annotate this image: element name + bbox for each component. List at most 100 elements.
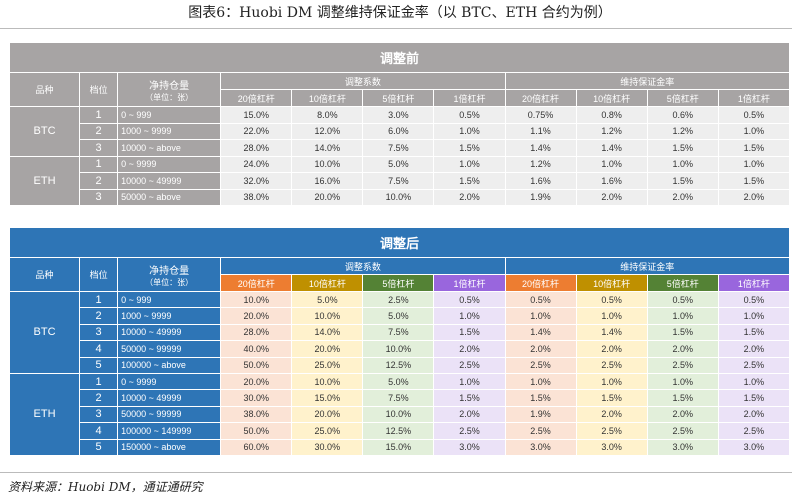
coefficient-cell: 5.0%: [362, 307, 435, 325]
coefficient-cell: 10.0%: [291, 372, 364, 391]
header-leverage: 1倍杠杆: [717, 89, 791, 107]
margin-rate-cell: 2.0%: [575, 188, 648, 206]
table-row: ETH 1 0 ~ 9999 20.0% 10.0% 5.0% 1.0% 1.0% 1.0% 1.…: [8, 372, 791, 456]
coefficient-cell: 16.0%: [291, 172, 364, 190]
coefficient-cell: 38.0%: [220, 405, 293, 424]
margin-rate-cell: 0.5%: [717, 290, 791, 309]
margin-rate-cell: 1.0%: [717, 372, 791, 391]
coefficient-cell: 12.5%: [362, 422, 435, 440]
coefficient-cell: 60.0%: [220, 438, 293, 456]
margin-rate-cell: 2.5%: [504, 356, 577, 374]
margin-rate-cell: 2.5%: [646, 356, 719, 374]
table-row: 2 10000 ~ 49999 32.0% 16.0% 7.5% 1.5% 1.6% 1.6%…: [10, 172, 791, 190]
header-leverage: 10倍杠杆: [575, 89, 648, 107]
table-row: 4 50000 ~ 99999 40.0% 20.0% 10.0% 2.0% 2.0% 2.0…: [10, 340, 791, 358]
margin-rate-cell: 1.5%: [646, 389, 719, 407]
header-position: 净持仓量 （单位：张）: [117, 72, 222, 107]
table-row: 3 50000 ~ above 38.0% 20.0% 10.0% 2.0% 1.9% 2.0…: [10, 188, 791, 206]
coefficient-cell: 5.0%: [362, 155, 435, 173]
margin-rate-cell: 1.2%: [575, 122, 648, 140]
coefficient-cell: 15.0%: [291, 389, 364, 407]
position-range-cell: 1000 ~ 9999: [117, 122, 222, 140]
coefficient-cell: 7.5%: [362, 139, 435, 157]
margin-rate-cell: 1.0%: [575, 372, 648, 391]
margin-rate-cell: 2.0%: [575, 405, 648, 424]
position-range-cell: 10000 ~ 49999: [117, 389, 222, 407]
margin-rate-cell: 2.0%: [646, 340, 719, 358]
margin-rate-cell: 1.4%: [575, 323, 648, 342]
header-unit: （单位：张）: [145, 277, 194, 287]
position-range-cell: 50000 ~ 99999: [117, 405, 222, 424]
table-row: BTC 1 0 ~ 999 15.0% 8.0% 3.0% 0.5% 0.75% 0.8% 0.6…: [8, 106, 791, 157]
tier-cell: 2: [79, 122, 119, 140]
table-row: 2 10000 ~ 49999 30.0% 15.0% 7.5% 1.5% 1.5% 1.5%…: [10, 389, 791, 407]
table-row: 2 1000 ~ 9999 22.0% 12.0% 6.0% 1.0% 1.1% 1.2% 1.…: [10, 122, 791, 140]
margin-rate-cell: 1.5%: [646, 172, 719, 190]
tier-cell: 2: [79, 307, 119, 325]
margin-rate-cell: 1.5%: [504, 389, 577, 407]
tier-cell: 3: [79, 405, 119, 424]
header-coefficient: 调整系数: [220, 257, 506, 275]
margin-rate-cell: 3.0%: [646, 438, 719, 456]
coefficient-cell: 14.0%: [291, 323, 364, 342]
header-leverage: 5倍杠杆: [646, 89, 719, 107]
position-range-cell: 100000 ~ 149999: [117, 422, 222, 440]
position-range-cell: 0 ~ 999: [117, 106, 222, 124]
coefficient-cell: 20.0%: [220, 372, 293, 391]
header-variety: 品种: [8, 72, 81, 107]
coefficient-cell: 50.0%: [220, 356, 293, 374]
coefficient-cell: 2.5%: [362, 290, 435, 309]
header-unit: （单位：张）: [145, 92, 194, 102]
coefficient-cell: 25.0%: [291, 356, 364, 374]
margin-rate-cell: 1.9%: [504, 405, 577, 424]
header-leverage: 20倍杠杆: [220, 89, 293, 107]
header-position: 净持仓量 （单位：张）: [117, 257, 222, 292]
coefficient-cell: 20.0%: [291, 340, 364, 358]
margin-rate-cell: 3.0%: [717, 438, 791, 456]
coefficient-cell: 2.5%: [433, 356, 506, 374]
margin-rate-cell: 1.1%: [504, 122, 577, 140]
margin-rate-cell: 0.5%: [646, 290, 719, 309]
margin-rate-cell: 2.0%: [717, 405, 791, 424]
coefficient-cell: 20.0%: [220, 307, 293, 325]
margin-rate-cell: 1.5%: [717, 323, 791, 342]
source-note: 资料来源：Huobi DM，通证通研究: [8, 480, 203, 494]
coefficient-cell: 12.0%: [291, 122, 364, 140]
table-row: 2 1000 ~ 9999 20.0% 10.0% 5.0% 1.0% 1.0% 1.0% 1.…: [10, 307, 791, 325]
coefficient-cell: 20.0%: [291, 405, 364, 424]
position-range-cell: 0 ~ 9999: [117, 155, 222, 173]
coefficient-cell: 15.0%: [220, 106, 293, 124]
position-range-cell: 50000 ~ 99999: [117, 340, 222, 358]
header-leverage: 1倍杠杆: [433, 89, 506, 107]
coefficient-cell: 28.0%: [220, 139, 293, 157]
margin-rate-cell: 2.0%: [646, 188, 719, 206]
header-position-label: 净持仓量: [149, 80, 190, 92]
tier-cell: 1: [79, 106, 119, 124]
coefficient-cell: 2.5%: [433, 422, 506, 440]
margin-rate-cell: 1.0%: [575, 307, 648, 325]
coefficient-cell: 8.0%: [291, 106, 364, 124]
table-caption: 调整后: [9, 227, 790, 258]
position-range-cell: 0 ~ 999: [117, 290, 222, 309]
margin-rate-cell: 1.5%: [717, 139, 791, 157]
margin-rate-cell: 1.4%: [504, 139, 577, 157]
margin-rate-cell: 1.5%: [646, 323, 719, 342]
divider: [0, 28, 792, 29]
header-leverage: 5倍杠杆: [362, 89, 435, 107]
coefficient-cell: 28.0%: [220, 323, 293, 342]
variety-cell: ETH: [8, 155, 81, 206]
position-range-cell: 10000 ~ 49999: [117, 172, 222, 190]
margin-rate-cell: 2.5%: [575, 356, 648, 374]
tier-cell: 2: [79, 172, 119, 190]
margin-rate-cell: 2.5%: [646, 422, 719, 440]
table-row: 5 100000 ~ above 50.0% 25.0% 12.5% 2.5% 2.5% 2.…: [10, 356, 791, 374]
header-leverage: 10倍杠杆: [575, 274, 648, 292]
table-row: 5 150000 ~ above 60.0% 30.0% 15.0% 3.0% 3.0% 3.…: [10, 438, 791, 456]
coefficient-cell: 32.0%: [220, 172, 293, 190]
margin-rate-cell: 1.0%: [717, 122, 791, 140]
tier-cell: 4: [79, 422, 119, 440]
tier-cell: 3: [79, 188, 119, 206]
margin-rate-cell: 2.0%: [646, 405, 719, 424]
margin-rate-cell: 1.0%: [504, 307, 577, 325]
coefficient-cell: 1.0%: [433, 122, 506, 140]
